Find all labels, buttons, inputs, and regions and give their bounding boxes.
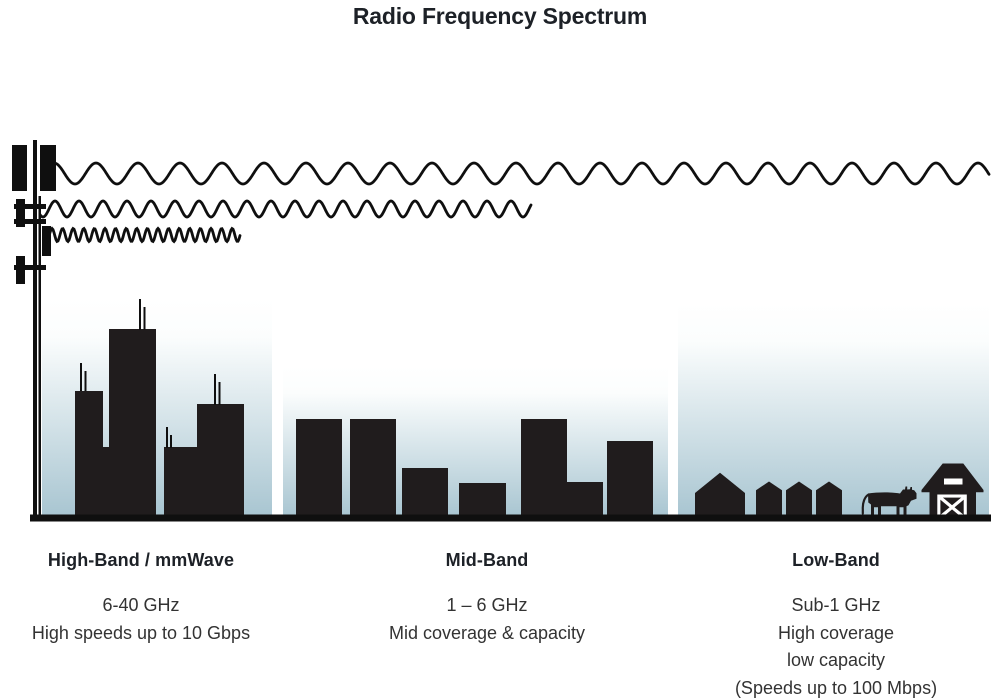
cell-tower-icon bbox=[12, 140, 56, 517]
band-label-mid-band: Mid-Band 1 – 6 GHz Mid coverage & capaci… bbox=[389, 549, 585, 647]
band-frequency: 6-40 GHz bbox=[102, 595, 180, 615]
building bbox=[567, 482, 603, 517]
band-description: High speeds up to 10 Gbps bbox=[31, 622, 251, 643]
band-label-high-band: High-Band / mmWave 6-40 GHz High speeds … bbox=[32, 549, 250, 647]
low-band-wave-icon bbox=[53, 161, 991, 186]
band-description: (Speeds up to 100 Mbps) bbox=[734, 677, 938, 698]
band-description: High coverage bbox=[777, 622, 895, 643]
barn-loft-window bbox=[944, 478, 963, 485]
midrise-buildings-icon bbox=[296, 419, 653, 517]
skyscraper-skyline-icon bbox=[75, 299, 244, 517]
building bbox=[459, 483, 506, 517]
tower-antenna-panel bbox=[40, 145, 56, 191]
tower-antenna-panel bbox=[16, 256, 25, 284]
house-icon bbox=[695, 472, 745, 517]
building bbox=[521, 419, 567, 517]
mid-band-wave-icon bbox=[38, 199, 533, 219]
band-description: Mid coverage & capacity bbox=[388, 622, 586, 643]
band-frequency: Sub-1 GHz bbox=[791, 595, 881, 615]
cow-icon bbox=[861, 486, 917, 517]
rural-scene bbox=[695, 463, 984, 519]
building bbox=[607, 441, 653, 517]
spectrum-illustration bbox=[12, 140, 991, 522]
band-label-low-band: Low-Band Sub-1 GHz High coverage low cap… bbox=[735, 549, 937, 700]
barn-door bbox=[937, 494, 967, 519]
house-icon bbox=[816, 481, 842, 517]
radio-waves bbox=[38, 161, 991, 244]
building bbox=[350, 419, 396, 517]
ground-line bbox=[30, 514, 991, 522]
high-band-wave-icon bbox=[43, 226, 242, 244]
building bbox=[296, 419, 342, 517]
tower-antenna-panel bbox=[16, 199, 25, 227]
house-icon bbox=[786, 481, 812, 517]
tower-antenna-panel bbox=[12, 145, 27, 191]
building bbox=[402, 468, 448, 517]
band-heading: Mid-Band bbox=[445, 550, 529, 570]
house-icon bbox=[756, 481, 782, 517]
band-heading: High-Band / mmWave bbox=[47, 550, 235, 570]
barn-icon bbox=[921, 463, 984, 519]
page-title: Radio Frequency Spectrum bbox=[352, 3, 648, 29]
band-frequency: 1 – 6 GHz bbox=[446, 595, 528, 615]
band-heading: Low-Band bbox=[792, 550, 880, 570]
band-description: low capacity bbox=[786, 650, 886, 670]
